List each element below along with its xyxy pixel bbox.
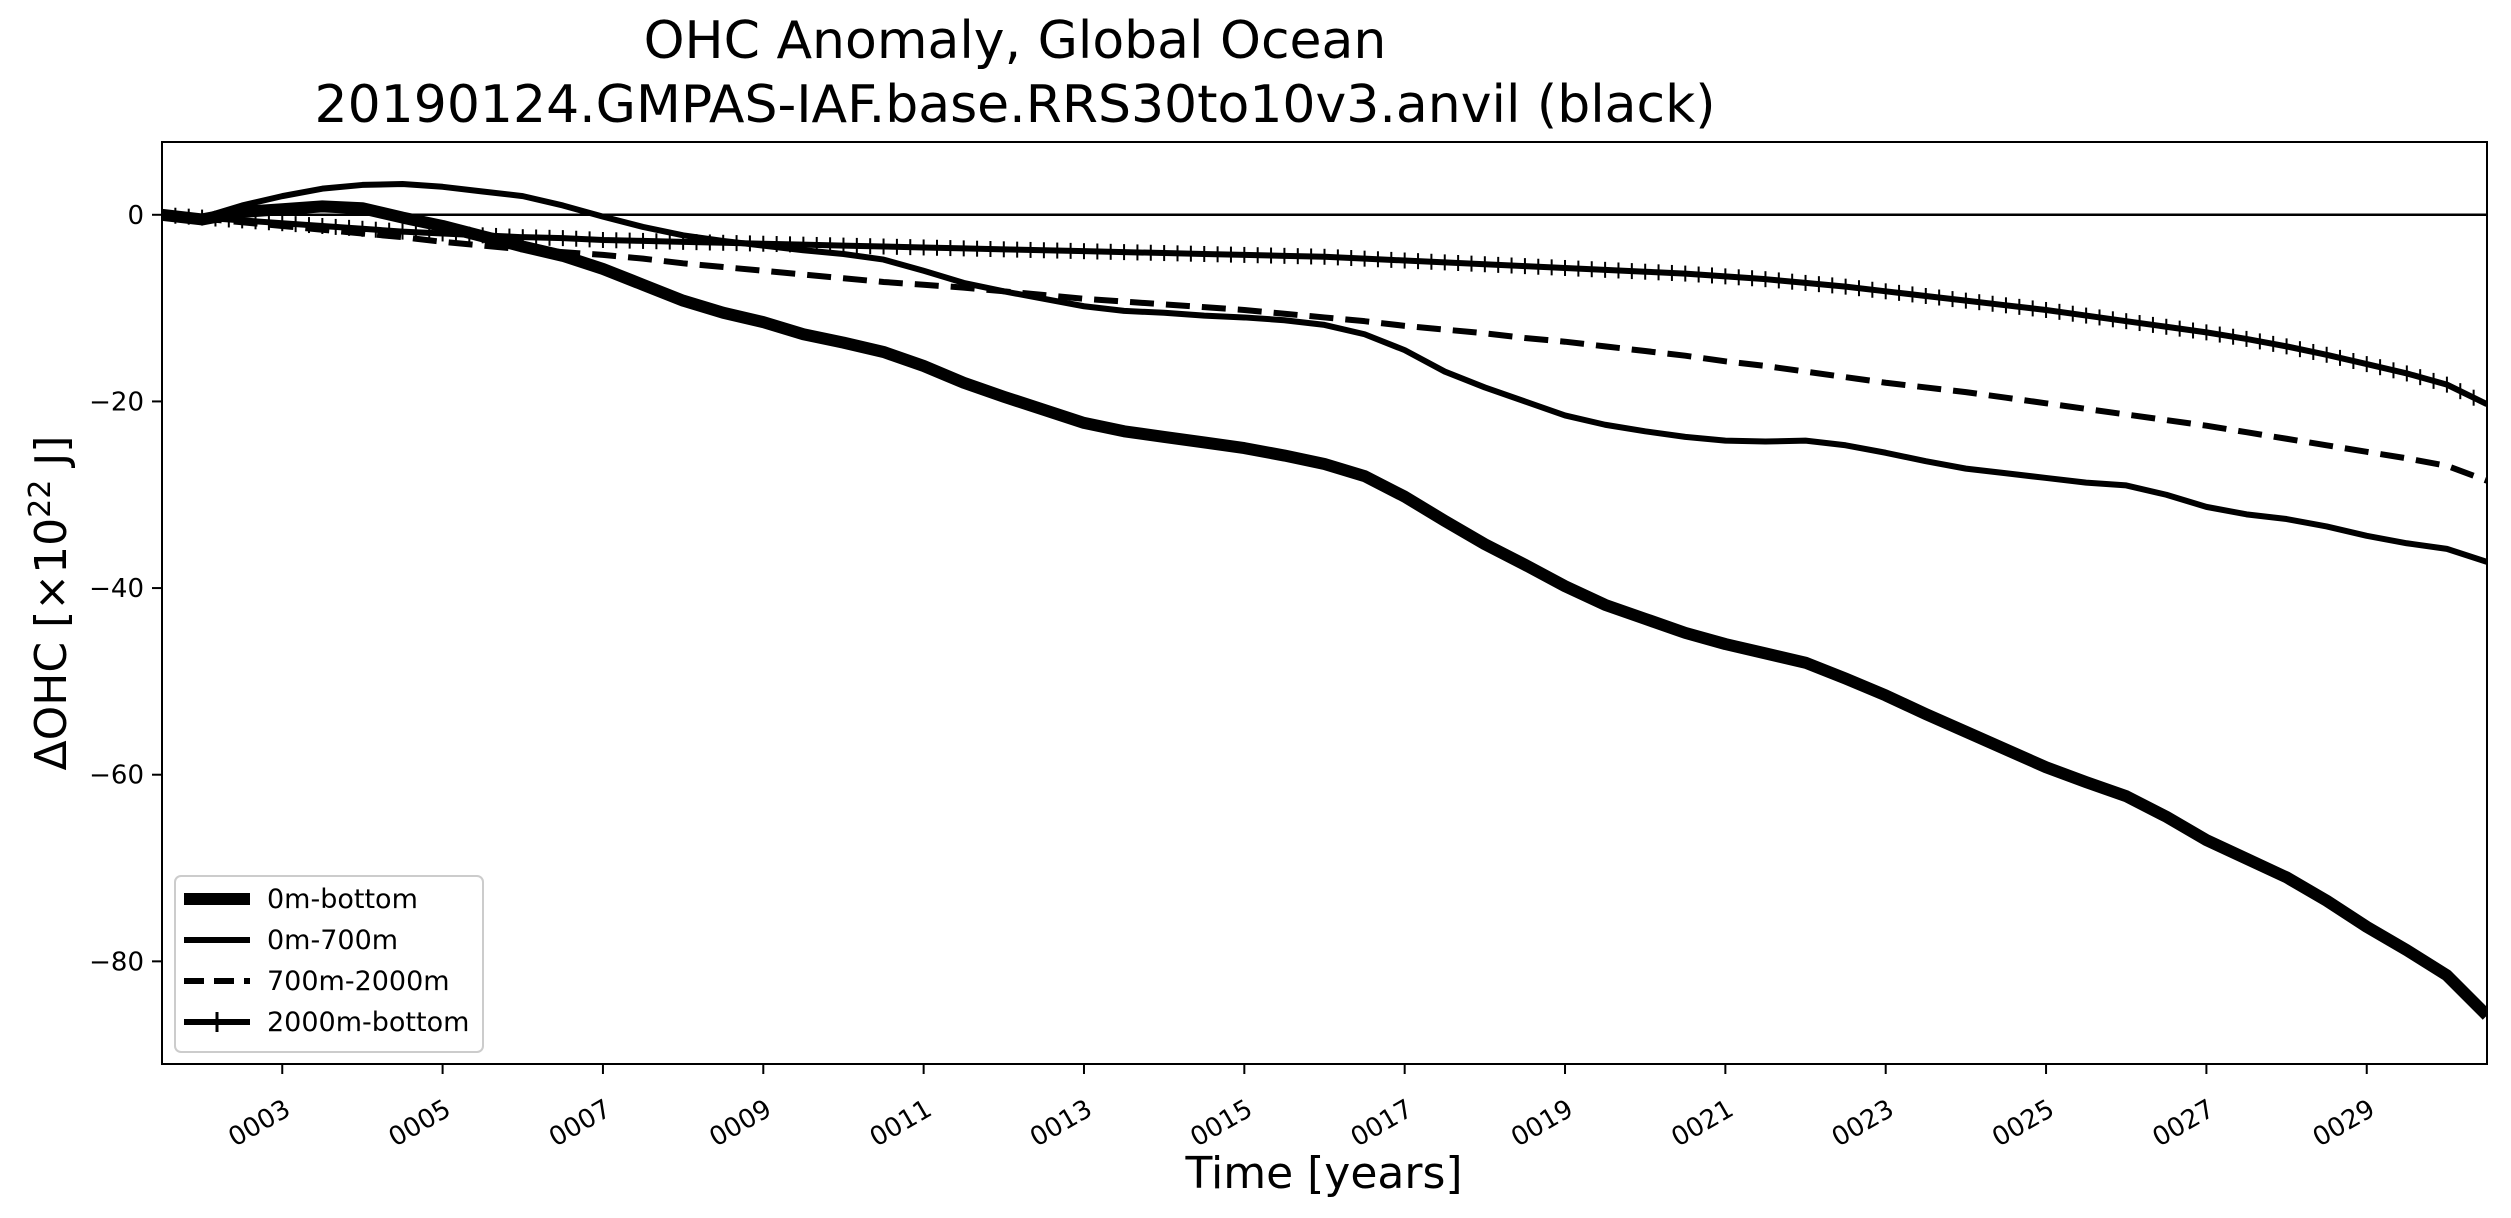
y-tick-label: −80 [89,947,144,977]
legend: 0m-bottom 0m-700m 700m-2000m 2000m-bottom [174,875,484,1053]
series-line-700m-2000m [162,211,2487,484]
chart-title-line-1: OHC Anomaly, Global Ocean [644,11,1387,71]
x-tick-label: 0027 [2148,1094,2220,1153]
series-line-0m-bottom [162,200,2487,1020]
x-tick-label: 0003 [223,1094,295,1153]
x-axis-label: Time [years] [1184,1148,1462,1199]
x-tick-label: 0015 [1186,1094,1258,1153]
x-tick-label: 0019 [1506,1094,1578,1153]
series-line-0m-700m [162,180,2487,565]
x-tick-label: 0029 [2308,1094,2380,1153]
series-markers-2000m-bottom [162,206,2475,406]
y-axis-label: ΔOHC [×1022 J] [23,436,77,771]
y-tick-label: −60 [89,761,144,791]
y-axis-label-main: ΔOHC [×10 [26,518,77,771]
x-tick-label: 0021 [1667,1094,1739,1153]
legend-label-0m-bottom: 0m-bottom [267,884,418,915]
x-tick-label: 0005 [384,1094,456,1153]
chart-title-line-2: 20190124.GMPAS-IAF.base.RRS30to10v3.anvi… [314,75,1715,135]
x-tick-label: 0011 [865,1094,937,1153]
x-tick-label: 0009 [704,1094,776,1153]
x-tick-label: 0025 [1987,1094,2059,1153]
x-tick-label: 0017 [1346,1094,1418,1153]
legend-label-0m-700m: 0m-700m [267,925,398,956]
legend-label-700m-2000m: 700m-2000m [267,966,450,997]
series-lines [162,180,2487,1020]
legend-box [174,875,484,1053]
y-tick-label: 0 [127,201,144,231]
x-tick-label: 0013 [1025,1094,1097,1153]
y-axis-label-exponent: 22 [23,480,58,518]
legend-items: 0m-bottom 0m-700m 700m-2000m 2000m-bottom [184,884,469,1038]
legend-label-2000m-bottom: 2000m-bottom [267,1007,469,1038]
y-tick-label: −20 [89,387,144,417]
x-tick-label: 0023 [1827,1094,1899,1153]
series-layer [162,180,2487,1020]
y-axis-label-unit: J] [26,436,77,480]
plot-frame [161,141,2488,1065]
x-tick-label: 0007 [544,1094,616,1153]
y-tick-label: −40 [89,574,144,604]
